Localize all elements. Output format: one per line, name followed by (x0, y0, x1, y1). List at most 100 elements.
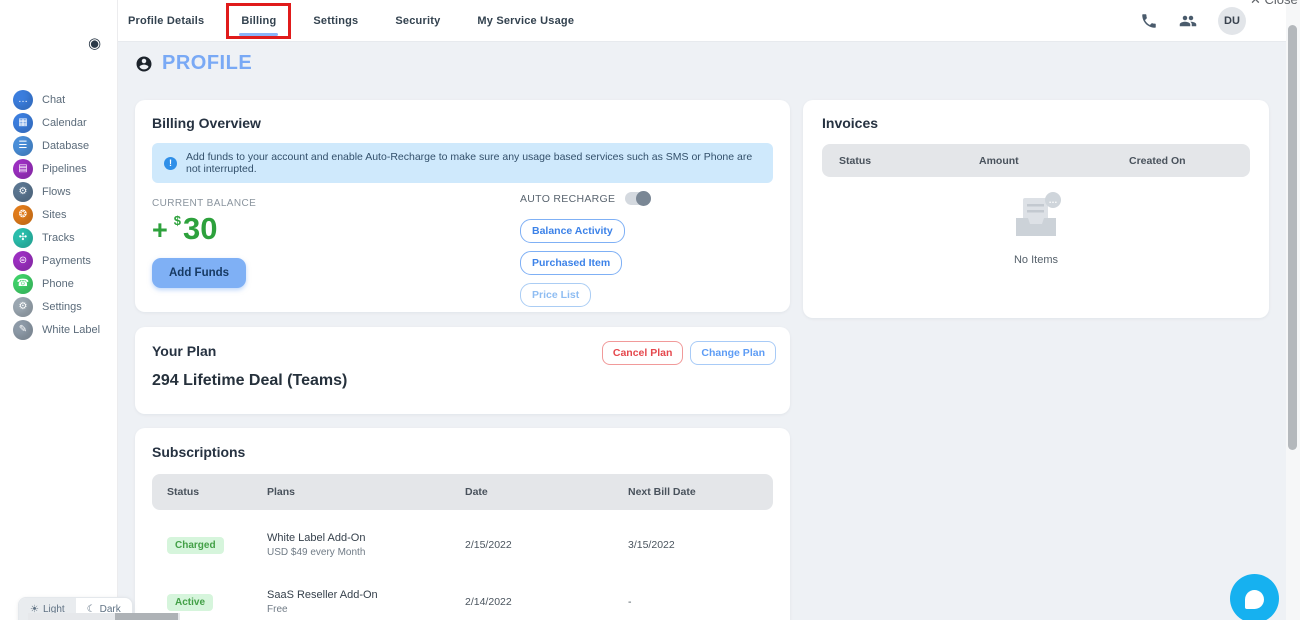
balance-amount: 30 (183, 211, 218, 246)
subscriptions-title: Subscriptions (152, 444, 246, 460)
subscriptions-card: Subscriptions Status Plans Date Next Bil… (135, 428, 790, 620)
close-button[interactable]: ✕ Close (1250, 0, 1298, 8)
coin-icon: ⊜ (13, 250, 33, 271)
sidebar-item-label: Payments (42, 254, 91, 267)
sidebar-item-phone[interactable]: ☎ Phone (0, 272, 118, 295)
sidebar-item-calendar[interactable]: ▦ Calendar (0, 111, 118, 134)
vertical-scrollbar[interactable] (1286, 0, 1300, 620)
empty-inbox-icon: … (1006, 191, 1066, 248)
sidebar-item-settings[interactable]: ⚙ Settings (0, 295, 118, 318)
subscription-plan-price: USD $49 every Month (267, 546, 366, 558)
moon-icon: ☾ (86, 604, 96, 615)
subscription-next-bill: 3/15/2022 (628, 538, 675, 551)
subscriptions-table-header: Status Plans Date Next Bill Date (152, 474, 773, 510)
sidebar-pin-icon[interactable]: ◉ (88, 35, 102, 52)
sidebar-item-pipelines[interactable]: ▤ Pipelines (0, 157, 118, 180)
horizontal-scrollbar-thumb[interactable] (115, 613, 178, 620)
status-badge: Charged (167, 537, 224, 554)
sidebar-item-sites[interactable]: ❂ Sites (0, 203, 118, 226)
tab-profile-details[interactable]: Profile Details (128, 15, 205, 27)
tab-billing[interactable]: Billing (226, 0, 292, 42)
sidebar-item-label: White Label (42, 323, 101, 336)
sidebar: ◉ … Chat ▦ Calendar ☰ Database ▤ Pipelin… (0, 0, 118, 620)
lightbulb-icon: ❂ (13, 204, 33, 225)
tab-billing-label: Billing (241, 15, 277, 27)
invoices-col-created-on: Created On (1129, 154, 1186, 167)
subs-col-date: Date (465, 486, 488, 498)
phone-call-icon[interactable] (1140, 12, 1158, 30)
account-circle-icon (135, 55, 153, 73)
sidebar-item-label: Calendar (42, 116, 87, 129)
toggle-knob (636, 191, 652, 206)
cancel-plan-button[interactable]: Cancel Plan (601, 341, 684, 365)
your-plan-title: Your Plan (152, 343, 217, 359)
sidebar-item-label: Pipelines (42, 162, 87, 175)
gears-icon: ⚙ (13, 296, 33, 317)
window-edge (1300, 0, 1307, 620)
auto-recharge-label: AUTO RECHARGE (520, 192, 616, 205)
balance-activity-button[interactable]: Balance Activity (520, 219, 625, 243)
price-list-button[interactable]: Price List (520, 283, 592, 307)
auto-recharge-toggle[interactable] (625, 191, 652, 206)
user-avatar[interactable]: DU (1218, 7, 1246, 35)
invoices-col-amount: Amount (979, 154, 1019, 167)
light-label: Light (42, 604, 65, 615)
subscription-date: 2/14/2022 (465, 595, 512, 608)
gear-icon: ⚙ (13, 181, 33, 202)
users-icon[interactable] (1179, 12, 1197, 30)
info-icon: ! (164, 156, 177, 170)
purchased-item-button[interactable]: Purchased Item (520, 251, 623, 275)
tab-my-service-usage[interactable]: My Service Usage (477, 15, 575, 27)
sidebar-item-white-label[interactable]: ✎ White Label (0, 318, 118, 341)
sidebar-item-payments[interactable]: ⊜ Payments (0, 249, 118, 272)
subscription-date: 2/15/2022 (465, 538, 512, 551)
your-plan-card: Your Plan 294 Lifetime Deal (Teams) Canc… (135, 327, 790, 414)
sidebar-item-database[interactable]: ☰ Database (0, 134, 118, 157)
sidebar-item-label: Database (42, 139, 90, 152)
vertical-scrollbar-thumb[interactable] (1288, 25, 1297, 450)
sidebar-item-tracks[interactable]: ✣ Tracks (0, 226, 118, 249)
sidebar-item-label: Tracks (42, 231, 75, 244)
dark-mode-button[interactable]: ☾ Dark (76, 598, 132, 620)
invoices-title: Invoices (822, 115, 879, 131)
subscription-plan-name: SaaS Reseller Add-On (267, 588, 378, 601)
tab-security[interactable]: Security (395, 15, 441, 27)
paintbrush-icon: ✎ (13, 319, 33, 340)
horizontal-scrollbar[interactable] (28, 613, 180, 620)
database-icon: ☰ (13, 135, 33, 156)
add-funds-button[interactable]: Add Funds (152, 258, 247, 288)
billing-overview-right: AUTO RECHARGE Balance Activity Purchased… (520, 191, 652, 307)
table-row: Charged White Label Add-On USD $49 every… (152, 516, 773, 573)
table-row: Active SaaS Reseller Add-On Free 2/14/20… (152, 573, 773, 620)
info-banner: ! Add funds to your account and enable A… (152, 143, 773, 183)
svg-text:…: … (1049, 195, 1058, 205)
change-plan-button[interactable]: Change Plan (690, 341, 776, 365)
sidebar-item-label: Settings (42, 300, 82, 313)
subscription-plan-price: Free (267, 603, 288, 615)
sidebar-item-label: Sites (42, 208, 67, 221)
sun-icon: ☀ (30, 604, 39, 615)
chat-icon: … (13, 89, 33, 110)
subs-col-next-bill-date: Next Bill Date (628, 486, 696, 498)
invoices-empty-state: … No Items (822, 191, 1250, 266)
close-label: Close (1265, 0, 1298, 7)
current-balance-value: + $30 (152, 211, 773, 247)
close-icon: ✕ (1250, 0, 1261, 7)
profile-tabs: Profile Details Billing Settings Securit… (118, 0, 1286, 42)
sidebar-item-flows[interactable]: ⚙ Flows (0, 180, 118, 203)
page-title: PROFILE (162, 52, 253, 74)
clipboard-icon: ▤ (13, 158, 33, 179)
current-balance-label: CURRENT BALANCE (152, 198, 257, 209)
topbar-actions: DU (1140, 0, 1246, 42)
sidebar-item-chat[interactable]: … Chat (0, 88, 118, 111)
chat-fab-button[interactable] (1230, 574, 1279, 620)
phone-icon: ☎ (13, 273, 33, 294)
invoices-table-header: Status Amount Created On (822, 144, 1250, 177)
sidebar-item-label: Phone (42, 277, 74, 290)
invoices-empty-text: No Items (1013, 254, 1058, 266)
balance-sign: + (152, 215, 168, 245)
sidebar-item-label: Chat (42, 93, 66, 106)
subscription-plan-name: White Label Add-On (267, 531, 366, 544)
tab-settings[interactable]: Settings (313, 15, 359, 27)
